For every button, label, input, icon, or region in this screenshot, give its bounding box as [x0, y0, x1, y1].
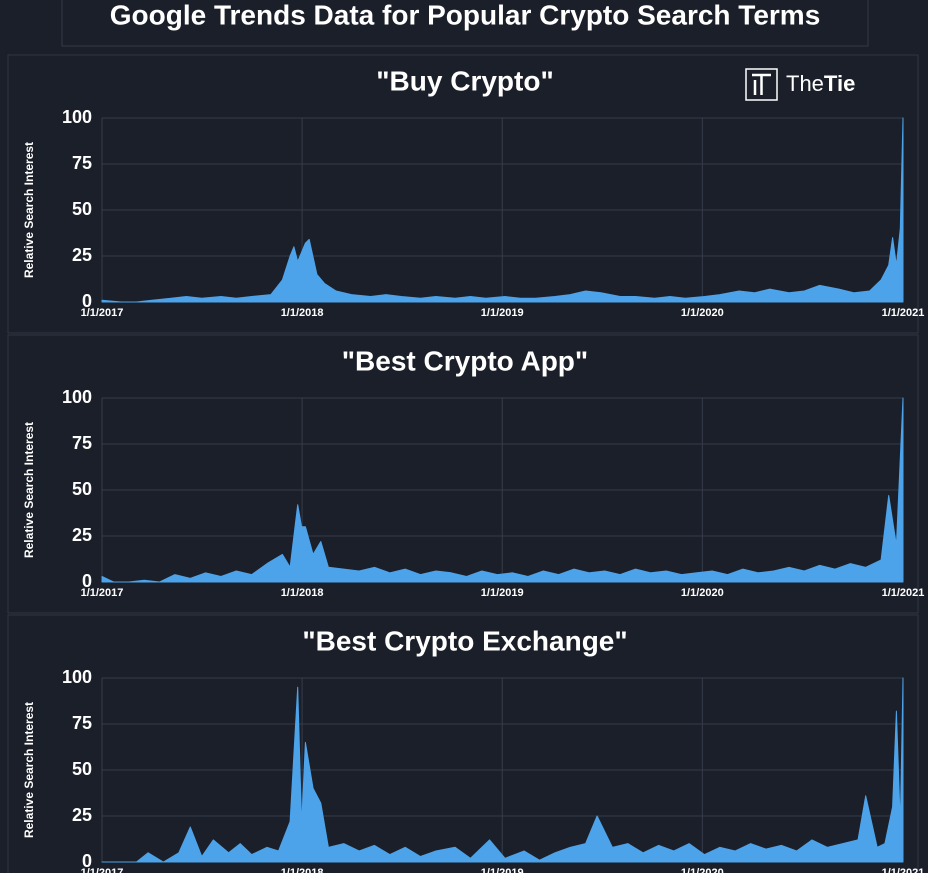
x-tick-label: 1/1/2020	[681, 587, 724, 599]
y-tick-label: 100	[62, 667, 92, 687]
y-tick-label: 0	[82, 571, 92, 591]
panel-frame	[7, 614, 919, 873]
y-tick-label: 100	[62, 107, 92, 127]
chart-panel: "Buy Crypto" Relative Search Interest 0 25 5…	[7, 54, 925, 334]
x-tick-label: 1/1/2018	[281, 307, 324, 319]
x-tick-label: 1/1/2017	[81, 867, 124, 873]
chart-title: "Best Crypto Exchange"	[302, 625, 627, 656]
brand-bold: Tie	[824, 71, 855, 96]
brand-light: The	[786, 71, 824, 96]
panel-frame	[7, 334, 919, 614]
chart-panel: "Best Crypto Exchange" Relative Search In…	[7, 614, 925, 873]
x-tick-label: 1/1/2018	[281, 587, 324, 599]
x-tick-label: 1/1/2019	[481, 307, 524, 319]
page-title: Google Trends Data for Popular Crypto Se…	[110, 0, 821, 30]
y-tick-label: 50	[72, 479, 92, 499]
x-tick-label: 1/1/2020	[681, 307, 724, 319]
chart-title: "Best Crypto App"	[342, 345, 588, 376]
x-tick-label: 1/1/2019	[481, 867, 524, 873]
panels: "Buy Crypto" Relative Search Interest 0 25 5…	[7, 54, 925, 873]
y-tick-label: 25	[72, 805, 92, 825]
x-tick-label: 1/1/2018	[281, 867, 324, 873]
y-tick-label: 50	[72, 759, 92, 779]
x-tick-label: 1/1/2021	[882, 307, 925, 319]
y-tick-label: 0	[82, 851, 92, 871]
y-tick-label: 25	[72, 525, 92, 545]
brand: TheTie	[786, 71, 855, 96]
x-tick-label: 1/1/2020	[681, 867, 724, 873]
y-tick-label: 75	[72, 713, 92, 733]
y-tick-label: 75	[72, 433, 92, 453]
x-tick-label: 1/1/2019	[481, 587, 524, 599]
y-tick-label: 100	[62, 387, 92, 407]
x-tick-label: 1/1/2021	[882, 867, 925, 873]
area	[101, 397, 904, 583]
chart-title: "Buy Crypto"	[376, 65, 553, 96]
y-tick-label: 25	[72, 245, 92, 265]
y-axis-label: Relative Search Interest	[22, 142, 36, 278]
x-tick-label: 1/1/2017	[81, 587, 124, 599]
x-tick-label: 1/1/2021	[882, 587, 925, 599]
logo-glyph	[752, 73, 771, 95]
y-tick-label: 0	[82, 291, 92, 311]
area	[101, 117, 904, 303]
y-axis-label: Relative Search Interest	[22, 422, 36, 558]
y-tick-label: 50	[72, 199, 92, 219]
x-tick-label: 1/1/2017	[81, 307, 124, 319]
y-axis-label: Relative Search Interest	[22, 702, 36, 838]
y-tick-label: 75	[72, 153, 92, 173]
logo: TheTie	[745, 68, 855, 101]
area	[101, 677, 904, 863]
panel-frame	[7, 54, 919, 334]
logo-icon	[745, 68, 778, 101]
title-box	[61, 0, 869, 47]
chart-panel: "Best Crypto App" Relative Search Interes…	[7, 334, 925, 614]
